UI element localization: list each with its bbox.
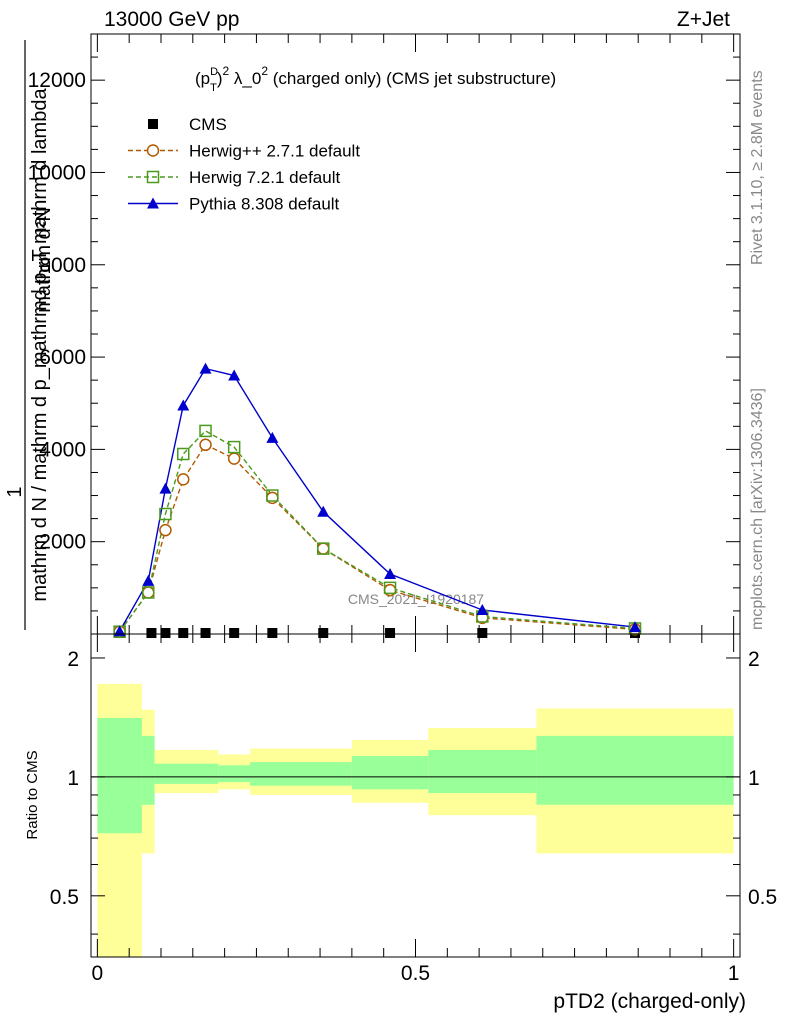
ratio-bands (97, 683, 734, 957)
mcplots-label: mcplots.cern.ch [arXiv:1306.3436] (749, 388, 766, 630)
main-y-tick-label: 12000 (28, 69, 86, 92)
series-layer (113, 362, 642, 638)
series-2-point (159, 507, 172, 521)
ratio-band-inner (141, 735, 155, 805)
series-3-point (317, 505, 330, 517)
series-1-point (177, 473, 190, 486)
main-y-label: 1 mathrm d²N mathrm d N / mathrm d p_mat… (4, 40, 55, 630)
ratio-y-tick-label-right: 0.5 (748, 886, 777, 909)
x-axis-label: pTD2 (charged-only) (553, 990, 746, 1013)
series-2-point (199, 424, 212, 438)
series-2-point (316, 542, 330, 555)
series-3-point (113, 625, 126, 637)
x-tick-label: 1 (728, 962, 740, 985)
ratio-y-tick-label: 1 (67, 767, 79, 790)
y-label-numerator: 1 (4, 486, 26, 497)
header-right: Z+Jet (677, 8, 730, 31)
series-0-point (146, 628, 157, 638)
series-0-point (229, 628, 240, 638)
rivet-label: Rivet 3.1.10, ≥ 2.8M events (749, 70, 766, 265)
ratio-y-tick-label-right: 2 (748, 648, 760, 671)
y-label-lower: mathrm d N / mathrm d p_mathrmd p_T math… (29, 88, 51, 602)
ratio-y-tick-label: 0.5 (50, 886, 79, 909)
main-title: (pD T)2 λ_02 (charged only) (CMS jet subs… (195, 64, 556, 94)
series-1-point (159, 523, 172, 537)
series-line-1 (119, 443, 636, 633)
series-3-point (266, 431, 279, 443)
legend-label-2: Herwig 7.2.1 default (189, 168, 340, 187)
series-0-point (477, 628, 488, 638)
series-1-point (316, 542, 330, 555)
series-2-point (266, 489, 279, 502)
legend-marker-3 (147, 197, 159, 209)
series-3-point (177, 399, 190, 411)
legend-label-0: CMS (189, 115, 227, 134)
ratio-y-label: Ratio to CMS (24, 750, 41, 839)
series-2-point (142, 586, 155, 599)
legend: CMS Herwig++ 2.7.1 default Herwig 7.2.1 de… (128, 115, 360, 214)
main-y-tick-label: 6000 (39, 346, 86, 369)
series-3-point (159, 482, 172, 494)
watermark: CMS_2021_I1920187 (348, 591, 484, 607)
series-3-point (199, 362, 212, 374)
legend-label-1: Herwig++ 2.7.1 default (189, 142, 360, 161)
header-left: 13000 GeV pp (104, 8, 239, 31)
x-tick-label: 0.5 (401, 962, 430, 985)
series-3-point (384, 568, 397, 579)
ratio-band-inner (536, 735, 734, 805)
legend-marker-1 (146, 144, 160, 157)
ratio-x-tick-labels: 0 0.5 1 (92, 962, 740, 985)
ratio-band-inner (218, 765, 251, 783)
series-0-point (267, 628, 278, 638)
ratio-band-inner (428, 749, 537, 794)
series-3-point (629, 621, 642, 633)
legend-label-3: Pythia 8.308 default (189, 195, 340, 214)
ratio-band-inner (351, 755, 429, 790)
ratio-band-inner (250, 762, 352, 786)
ratio-band-inner (154, 763, 219, 784)
ratio-y-tick-labels: 0.5 0.5 1 1 2 2 (50, 648, 777, 909)
y-label-top: mathrm d²N (33, 207, 55, 313)
main-y-tick-label: 4000 (39, 438, 86, 461)
series-0-point (385, 628, 396, 638)
main-y-tick-labels: 2000 4000 6000 8000 10000 12000 (28, 69, 86, 554)
series-2-point (177, 447, 190, 461)
ratio-y-tick-label: 2 (67, 648, 79, 671)
series-0-point (178, 628, 189, 638)
main-y-tick-label: 8000 (39, 254, 86, 277)
series-line-2 (119, 430, 636, 633)
series-1-point (142, 586, 155, 599)
series-1-point (199, 438, 212, 452)
series-2-point (383, 581, 397, 595)
series-3-point (142, 574, 155, 586)
series-1-point (227, 452, 241, 465)
series-2-point (227, 440, 241, 454)
series-0-point (200, 628, 211, 638)
series-3-point (476, 604, 489, 615)
legend-marker-2 (146, 170, 160, 184)
series-3-point (228, 369, 241, 381)
main-ticks (91, 33, 740, 635)
main-y-tick-label: 10000 (28, 161, 86, 184)
ratio-band-inner (97, 717, 142, 834)
x-tick-label: 0 (92, 962, 104, 985)
series-0-point (318, 628, 329, 638)
series-0-point (160, 628, 171, 638)
legend-marker-0 (148, 119, 158, 129)
ratio-y-tick-label-right: 1 (748, 767, 760, 790)
main-y-tick-label: 2000 (39, 531, 86, 554)
